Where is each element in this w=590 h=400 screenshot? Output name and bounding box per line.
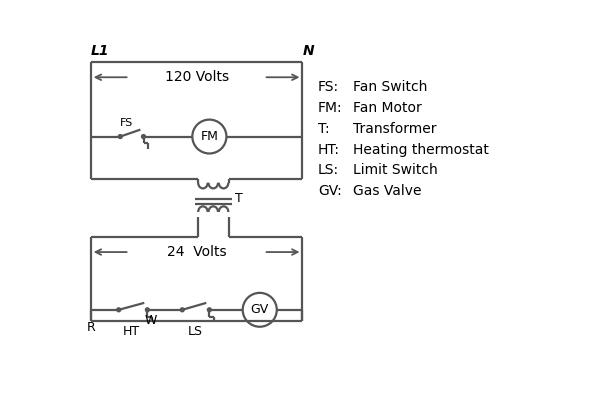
Text: Gas Valve: Gas Valve <box>353 184 421 198</box>
Circle shape <box>242 293 277 327</box>
Circle shape <box>142 135 146 138</box>
Text: 120 Volts: 120 Volts <box>165 70 229 84</box>
Text: FS: FS <box>120 118 133 128</box>
Text: HT: HT <box>123 325 140 338</box>
Circle shape <box>117 308 120 312</box>
Circle shape <box>146 308 149 312</box>
Circle shape <box>192 120 227 154</box>
Circle shape <box>181 308 184 312</box>
Text: LS:: LS: <box>318 164 339 178</box>
Text: FM:: FM: <box>318 101 343 115</box>
Text: N: N <box>302 44 314 58</box>
Circle shape <box>119 135 122 138</box>
Text: Fan Motor: Fan Motor <box>353 101 421 115</box>
Text: T: T <box>235 192 242 206</box>
Text: Fan Switch: Fan Switch <box>353 80 427 94</box>
Text: GV: GV <box>251 303 269 316</box>
Text: HT:: HT: <box>318 143 340 157</box>
Circle shape <box>208 308 211 312</box>
Text: Transformer: Transformer <box>353 122 436 136</box>
Text: Heating thermostat: Heating thermostat <box>353 143 489 157</box>
Text: FM: FM <box>201 130 218 143</box>
Text: FS:: FS: <box>318 80 339 94</box>
Text: LS: LS <box>188 325 203 338</box>
Text: L1: L1 <box>91 44 109 58</box>
Text: W: W <box>145 314 158 327</box>
Text: T:: T: <box>318 122 329 136</box>
Text: Limit Switch: Limit Switch <box>353 164 438 178</box>
Text: GV:: GV: <box>318 184 342 198</box>
Text: 24  Volts: 24 Volts <box>167 245 227 259</box>
Text: R: R <box>86 320 95 334</box>
